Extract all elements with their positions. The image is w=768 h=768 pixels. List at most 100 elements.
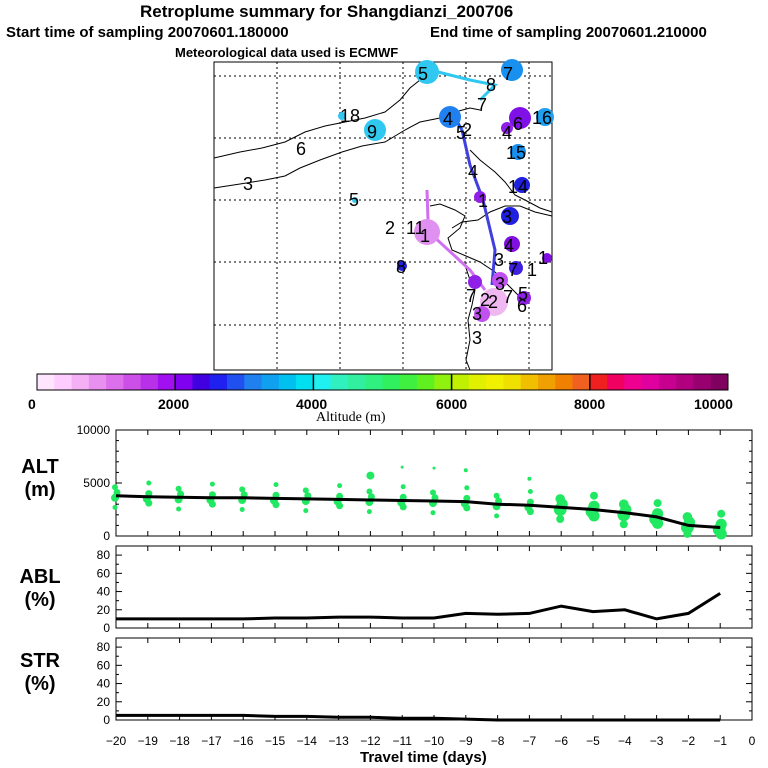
y-tick-label: 80	[97, 548, 111, 562]
trajectory-label: 2	[488, 292, 498, 312]
colorbar-swatch	[624, 374, 643, 390]
colorbar-swatch	[244, 374, 262, 390]
met-data-label: Meteorological data used is ECMWF	[175, 45, 399, 60]
colorbar-swatch	[641, 374, 660, 390]
y-tick-label: 60	[97, 658, 111, 672]
altitude-cluster-dot	[112, 504, 118, 510]
x-tick-label: 0	[749, 734, 756, 748]
altitude-cluster-dot	[209, 481, 215, 487]
altitude-cluster-dot	[176, 506, 182, 512]
altitude-cluster-dot	[555, 494, 565, 504]
colorbar-swatch	[37, 374, 55, 390]
altitude-cluster-dot	[366, 471, 375, 480]
map-frame	[213, 61, 553, 371]
trajectory-label: 1	[478, 191, 488, 211]
altitude-cluster-dot	[527, 489, 533, 494]
trajectory-marker	[468, 275, 482, 289]
trajectory-label: 3	[494, 250, 504, 270]
trajectory-marker	[397, 261, 407, 271]
colorbar-swatch	[261, 374, 280, 390]
colorbar-swatch	[572, 374, 591, 390]
colorbar-tick-10000: 10000	[694, 396, 733, 412]
y-tick-label: 5000	[83, 476, 110, 490]
trajectory-marker	[338, 112, 346, 120]
trajectory-marker	[364, 119, 386, 141]
trajectory-marker	[501, 122, 513, 134]
trajectory-marker	[492, 272, 508, 288]
trajectory-label: 2	[385, 218, 395, 238]
trajectory-clusters	[338, 59, 554, 322]
trajectory-label: 4	[443, 109, 453, 129]
y-tick-label: 0	[103, 529, 110, 543]
colorbar-swatch	[537, 374, 556, 390]
altitude-cluster-dot	[303, 508, 309, 514]
altitude-cluster-dot	[302, 487, 309, 494]
colorbar-swatch	[693, 374, 712, 390]
x-tick-label: −20	[106, 734, 127, 748]
trajectory-marker	[542, 253, 552, 263]
trajectory-label: 3	[472, 304, 482, 324]
x-tick-label: −18	[169, 734, 190, 748]
colorbar-tick-4000: 4000	[296, 396, 328, 412]
colorbar-swatch	[434, 374, 452, 390]
colorbar-swatch	[486, 374, 504, 390]
trajectory-marker	[414, 219, 440, 245]
x-tick-label: −19	[138, 734, 159, 748]
y-tick-label: 10000	[77, 423, 111, 437]
trajectory-marker	[514, 177, 530, 193]
end-time-label: End time of sampling 20070601.210000	[430, 24, 707, 41]
trajectory-marker	[415, 60, 439, 84]
series-line-str	[116, 713, 721, 722]
x-tick-label: −1	[713, 734, 727, 748]
altitude-cluster-dot	[493, 492, 500, 499]
trajectory-label: 4	[502, 123, 512, 143]
colorbar-swatch	[71, 374, 90, 390]
colorbar-swatch	[658, 374, 677, 390]
altitude-colorbar	[36, 373, 729, 391]
y-tick-label: 0	[103, 713, 110, 727]
trajectory-label: 3	[243, 174, 253, 194]
trajectory-label: 4	[504, 236, 514, 256]
trajectory-label: 3	[502, 207, 512, 227]
x-tick-label: −7	[523, 734, 537, 748]
trajectory-marker	[509, 261, 523, 275]
trajectory-label: 7	[503, 64, 513, 84]
colorbar-swatch	[347, 374, 366, 390]
colorbar-tick-2000: 2000	[158, 396, 190, 412]
panel-str: 80 60 40 20 0	[97, 637, 753, 727]
panel-frame	[115, 545, 753, 629]
y-tick-label: 80	[97, 640, 111, 654]
altitude-cluster-dot	[717, 509, 726, 518]
altitude-cluster-dot	[239, 486, 246, 493]
colorbar-swatch	[676, 374, 694, 390]
x-tick-label: −8	[491, 734, 505, 748]
trajectory-marker	[517, 291, 531, 305]
y-tick-label: 60	[97, 566, 111, 580]
trajectory-label: 8	[396, 257, 406, 277]
altitude-cluster-dot	[400, 484, 406, 490]
colorbar-swatch	[54, 374, 72, 390]
trajectory-marker	[501, 207, 519, 225]
colorbar-swatch	[710, 374, 729, 390]
trajectory-label: 7	[508, 260, 518, 280]
start-time-label: Start time of sampling 20070601.180000	[6, 24, 289, 41]
trajectory-marker	[474, 191, 486, 203]
colorbar-swatch	[106, 374, 124, 390]
trajectory-label: 4	[468, 162, 478, 182]
x-tick-label: −14	[297, 734, 318, 748]
trajectory-label: 1	[527, 260, 537, 280]
altitude-cluster-dot	[556, 515, 565, 523]
colorbar-swatch	[589, 374, 608, 390]
colorbar-swatch	[278, 374, 297, 390]
altitude-cluster-dot	[239, 507, 245, 512]
altitude-cluster-dot	[146, 480, 152, 486]
altitude-cluster-dot	[527, 476, 532, 481]
altitude-cluster-dot	[113, 489, 121, 496]
colorbar-swatch	[227, 374, 245, 390]
trajectory-label: 5	[349, 190, 359, 210]
colorbar-label: Altitude (m)	[316, 410, 386, 425]
trajectory-label: 3	[472, 328, 482, 348]
y-tick-label: 20	[97, 695, 111, 709]
